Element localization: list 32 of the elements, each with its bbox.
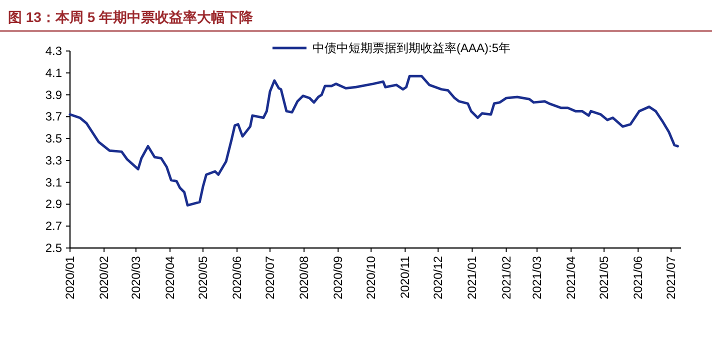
y-tick-label: 3.3: [45, 153, 62, 168]
line-series: [68, 74, 679, 207]
x-tick-label: 2020/05: [196, 256, 210, 300]
x-tick-label: 2020/06: [230, 256, 244, 300]
y-tick-label: 2.9: [45, 197, 62, 212]
y-tick-label: 3.5: [45, 132, 62, 146]
y-tick-label: 4.3: [45, 44, 62, 58]
x-tick-label: 2020/02: [97, 256, 112, 300]
x-tick-label: 2020/03: [128, 256, 143, 300]
x-tick-label: 2021/05: [597, 256, 612, 300]
y-tick-label: 3.1: [45, 175, 62, 190]
x-tick-label: 2021/06: [631, 256, 646, 300]
x-tick-label: 2020/10: [364, 256, 378, 300]
legend-label: 中债中短期票据到期收益率(AAA):5年: [312, 41, 511, 55]
y-tick-label: 2.5: [45, 241, 62, 255]
x-tick-label: 2020/04: [163, 256, 177, 300]
x-tick-label: 2021/03: [530, 256, 544, 300]
y-tick-label: 2.7: [45, 219, 62, 234]
x-tick-label: 2020/01: [63, 256, 77, 300]
x-tick-label: 2020/09: [331, 256, 346, 300]
x-tick-label: 2020/08: [297, 256, 312, 300]
x-tick-label: 2020/07: [263, 256, 278, 300]
y-tick-label: 3.9: [45, 88, 62, 102]
x-tick-label: 2020/11: [398, 256, 412, 298]
y-tick-label: 3.7: [45, 110, 62, 124]
x-tick-label: 2021/02: [499, 256, 514, 300]
x-tick-label: 2021/01: [465, 256, 480, 300]
x-tick-label: 2021/04: [564, 256, 578, 300]
chart-title: 图 13：本周 5 年期中票收益率大幅下降: [8, 9, 254, 25]
x-tick-label: 2020/12: [431, 256, 446, 300]
x-tick-label: 2021/07: [664, 256, 678, 300]
y-tick-label: 4.1: [45, 66, 62, 80]
